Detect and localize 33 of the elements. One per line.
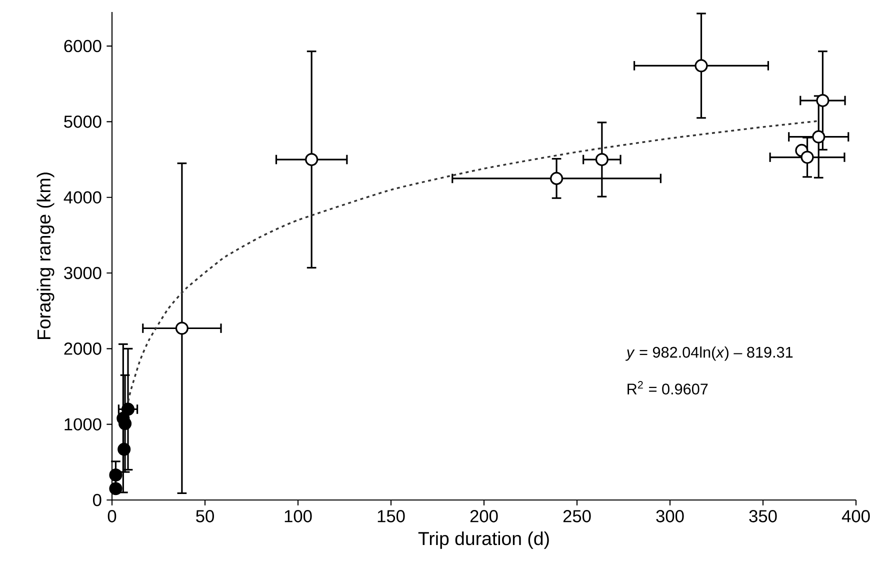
annotation: y = 982.04ln(x) – 819.31 bbox=[625, 346, 793, 361]
x-tick-label: 200 bbox=[470, 510, 498, 522]
annotation: R$^{2}$ = 0.9607 bbox=[628, 381, 708, 394]
point bbox=[694, 59, 708, 72]
x-tick-label: 0 bbox=[108, 510, 116, 522]
point bbox=[816, 94, 830, 108]
point bbox=[175, 322, 188, 335]
y-tick-label: 2000 bbox=[64, 342, 102, 355]
y-tick-label: 3000 bbox=[64, 266, 102, 280]
y-tick-label: 1000 bbox=[64, 418, 102, 430]
point bbox=[121, 402, 135, 416]
x-tick-label: 350 bbox=[749, 510, 777, 522]
point bbox=[109, 482, 122, 496]
point bbox=[305, 153, 318, 166]
y-tick-label: 0 bbox=[92, 494, 102, 506]
x-tick-label: 100 bbox=[284, 510, 312, 522]
point bbox=[116, 412, 130, 425]
x-tick-label: 150 bbox=[378, 510, 405, 522]
y-axis-title: Foraging range (km) bbox=[36, 172, 54, 340]
point bbox=[109, 468, 122, 482]
y-tick-label: 6000 bbox=[64, 40, 102, 52]
point bbox=[550, 172, 564, 185]
x-tick-label: 400 bbox=[842, 510, 870, 522]
y-tick-label: 5000 bbox=[64, 116, 102, 128]
x-tick-label: 50 bbox=[196, 510, 214, 522]
point bbox=[118, 442, 131, 456]
x-tick-label: 300 bbox=[656, 510, 684, 522]
point bbox=[812, 130, 826, 144]
point bbox=[595, 153, 608, 166]
y-tick-label: 4000 bbox=[64, 191, 102, 204]
x-tick-label: 250 bbox=[563, 510, 591, 522]
point bbox=[800, 150, 814, 164]
x-axis-title: Trip duration (d) bbox=[418, 531, 549, 549]
